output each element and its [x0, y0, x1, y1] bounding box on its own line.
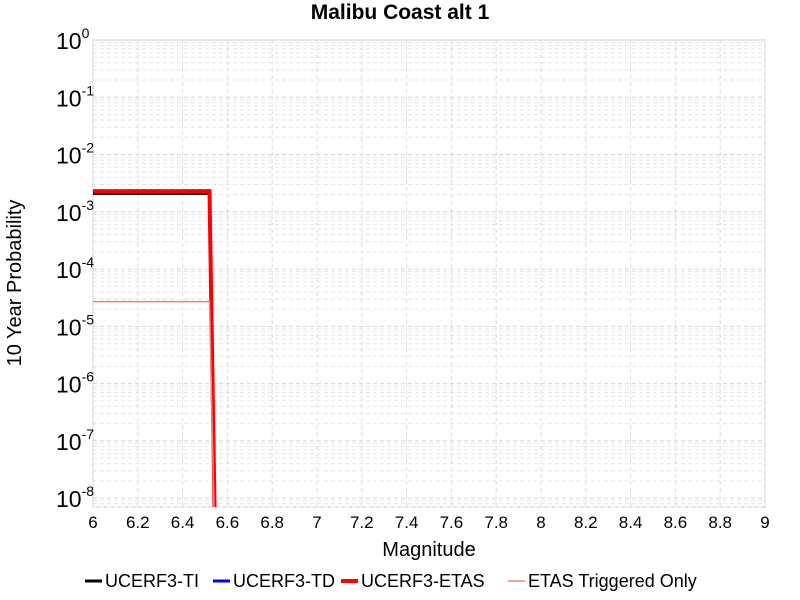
grid — [92, 39, 766, 508]
x-axis-ticks: 6 6.2 6.4 6.6 6.8 7 7.2 7.4 7.6 7.8 8 8.2 8.4 8.6 8.8 9 — [88, 513, 769, 532]
legend-label-2: UCERF3-TD — [233, 571, 335, 591]
y-tick-label: 10-8 — [56, 483, 94, 512]
x-tick-label: 9 — [760, 513, 769, 532]
y-axis-ticks: 100 10-1 10-2 10-3 10-4 10-5 10-6 10-7 10-8 — [56, 25, 94, 512]
x-tick-label: 6.8 — [260, 513, 284, 532]
x-tick-label: 6.4 — [171, 513, 195, 532]
legend: UCERF3-TI UCERF3-TD UCERF3-ETAS ETAS Trigge… — [85, 571, 697, 591]
y-tick-label: 10-6 — [56, 369, 94, 398]
y-tick-label: 10-1 — [56, 82, 94, 111]
x-tick-label: 7 — [312, 513, 321, 532]
legend-label-3: UCERF3-ETAS — [361, 571, 485, 591]
x-tick-label: 8.8 — [708, 513, 732, 532]
legend-label-1: UCERF3-TI — [105, 571, 199, 591]
x-tick-label: 6.2 — [126, 513, 150, 532]
legend-label-4: ETAS Triggered Only — [528, 571, 697, 591]
x-tick-label: 8.4 — [619, 513, 643, 532]
y-tick-label: 10-2 — [56, 140, 94, 169]
x-tick-label: 7.6 — [440, 513, 464, 532]
series-line-4 — [93, 300, 215, 507]
x-tick-label: 8.6 — [664, 513, 688, 532]
y-tick-label: 10-4 — [56, 254, 94, 283]
x-tick-label: 8.2 — [574, 513, 598, 532]
y-tick-label: 100 — [56, 25, 90, 54]
y-tick-label: 10-3 — [56, 197, 94, 226]
x-axis-label: Magnitude — [382, 539, 475, 561]
y-tick-label: 10-7 — [56, 426, 94, 455]
y-axis-label: 10 Year Probability — [4, 200, 26, 367]
chart-title: Malibu Coast alt 1 — [311, 1, 490, 24]
x-tick-label: 6 — [88, 513, 97, 532]
x-tick-label: 8 — [536, 513, 545, 532]
x-tick-label: 7.4 — [395, 513, 419, 532]
plot-area — [92, 39, 766, 508]
x-tick-label: 7.8 — [484, 513, 508, 532]
series-layer — [93, 189, 217, 507]
x-tick-label: 6.6 — [216, 513, 240, 532]
y-tick-label: 10-5 — [56, 311, 94, 340]
x-tick-label: 7.2 — [350, 513, 374, 532]
series-line-3 — [93, 189, 217, 507]
